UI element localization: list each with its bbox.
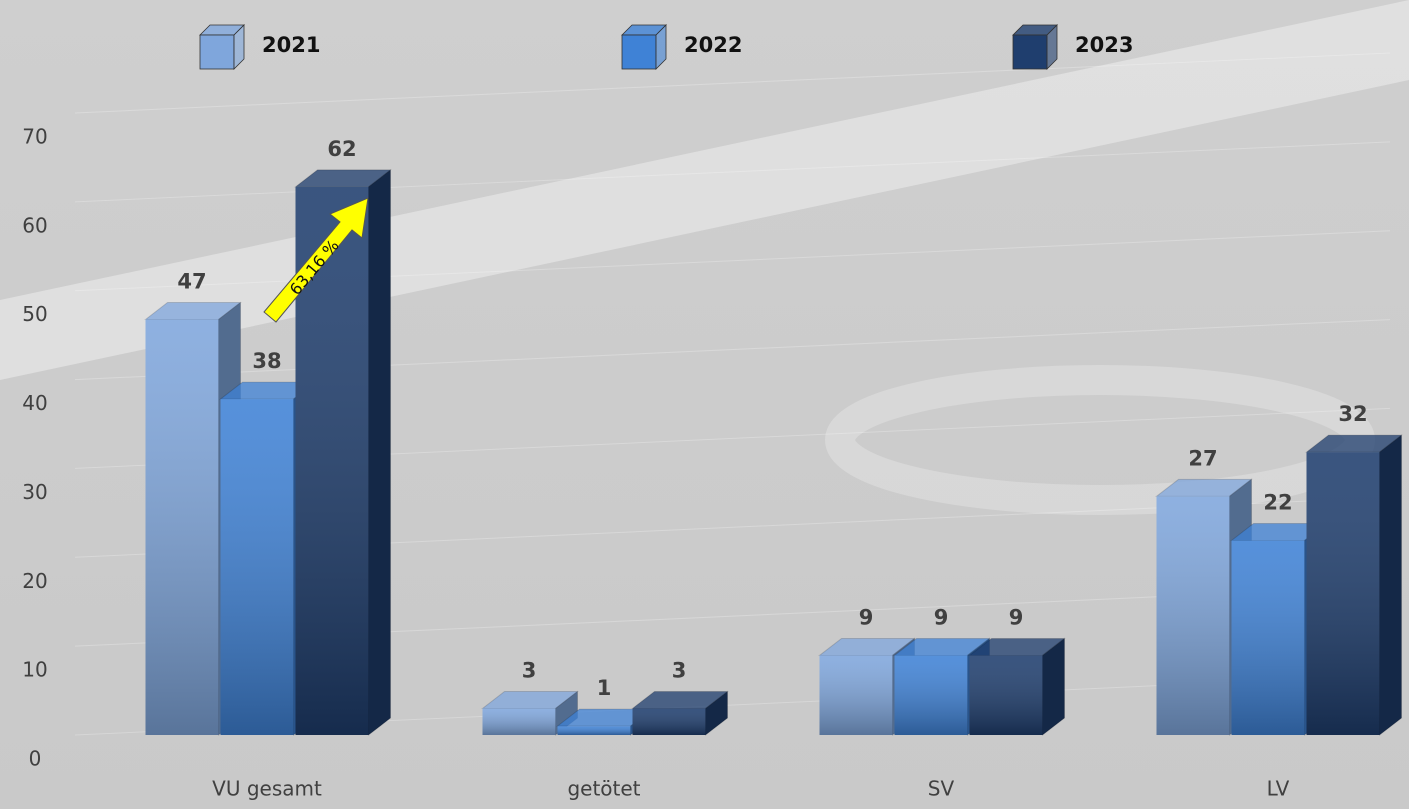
legend-label: 2023 [1075,33,1133,57]
bar-shade [146,320,219,735]
value-label: 9 [934,605,949,629]
x-tick-label: SV [928,777,955,801]
value-label: 62 [327,137,356,161]
y-tick-label: 60 [22,213,47,237]
bar-shade [895,655,968,735]
bar-shade [633,708,706,735]
bar-shade [970,655,1043,735]
value-label: 27 [1188,446,1217,470]
legend-swatch [622,35,656,69]
value-label: 9 [859,605,874,629]
value-label: 47 [177,270,206,294]
bar-side-shade [1043,638,1065,735]
value-label: 9 [1009,605,1024,629]
y-tick-label: 30 [22,480,47,504]
bar-shade [820,655,893,735]
bar-shade [483,708,556,735]
legend-swatch [1013,35,1047,69]
y-tick-label: 20 [22,569,47,593]
legend-label: 2022 [684,33,742,57]
bar-shade [558,726,631,735]
y-tick-label: 40 [22,391,47,415]
y-tick-label: 70 [22,125,47,149]
y-tick-label: 50 [22,302,47,326]
x-tick-label: LV [1267,777,1290,801]
bar-shade [1232,541,1305,735]
value-label: 3 [522,658,537,682]
value-label: 22 [1263,491,1292,515]
y-tick-label: 10 [22,658,47,682]
y-tick-label: 0 [29,747,42,771]
bar-shade [1307,452,1380,735]
bar-group [820,638,1065,735]
chart: 0 10 20 30 40 50 60 70 2021 2022 2023 VU gesamt 47 38… [0,0,1409,809]
x-tick-label: VU gesamt [212,777,322,801]
bar-shade [1157,496,1230,735]
bar-side-shade [369,170,391,735]
bar-side-shade [1380,435,1402,735]
value-label: 32 [1338,402,1367,426]
value-label: 1 [597,676,612,700]
legend-swatch [200,35,234,69]
legend-label: 2021 [262,33,320,57]
bar-shade [221,399,294,735]
value-label: 3 [672,658,687,682]
x-tick-label: getötet [567,777,640,801]
value-label: 38 [252,349,281,373]
